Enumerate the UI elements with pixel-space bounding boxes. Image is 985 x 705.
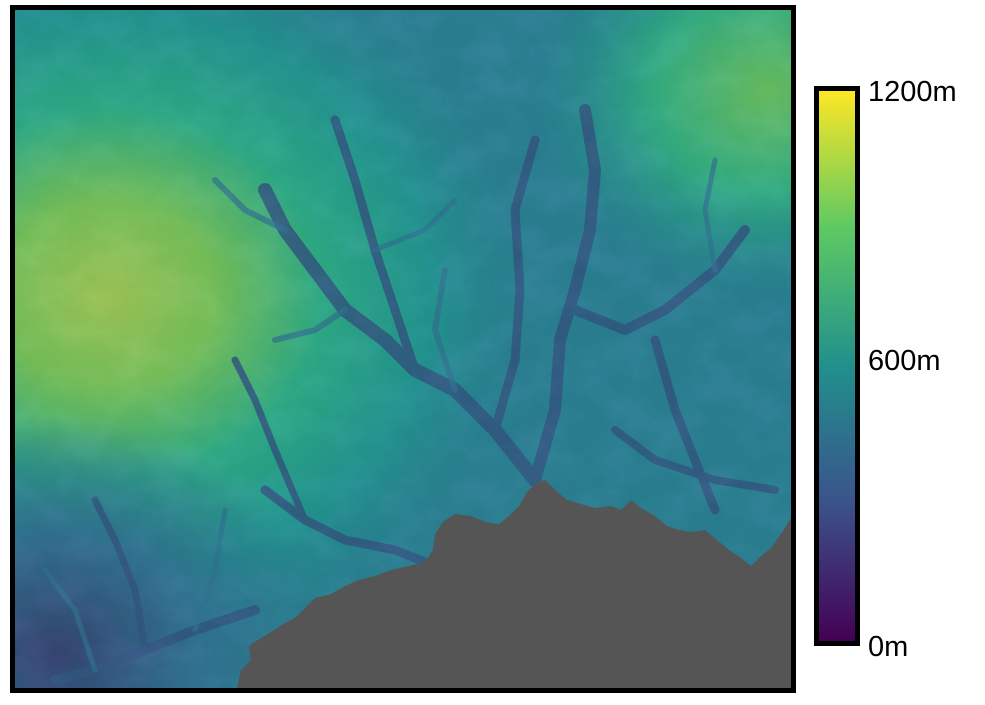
colorbar-mid-label: 600m bbox=[868, 345, 941, 377]
elevation-raster bbox=[15, 10, 791, 688]
elevation-map bbox=[10, 5, 796, 693]
colorbar-max-label: 1200m bbox=[868, 76, 957, 108]
no-data-region bbox=[237, 480, 791, 688]
elevation-colorbar bbox=[814, 86, 860, 646]
colorbar-min-label: 0m bbox=[868, 631, 909, 663]
